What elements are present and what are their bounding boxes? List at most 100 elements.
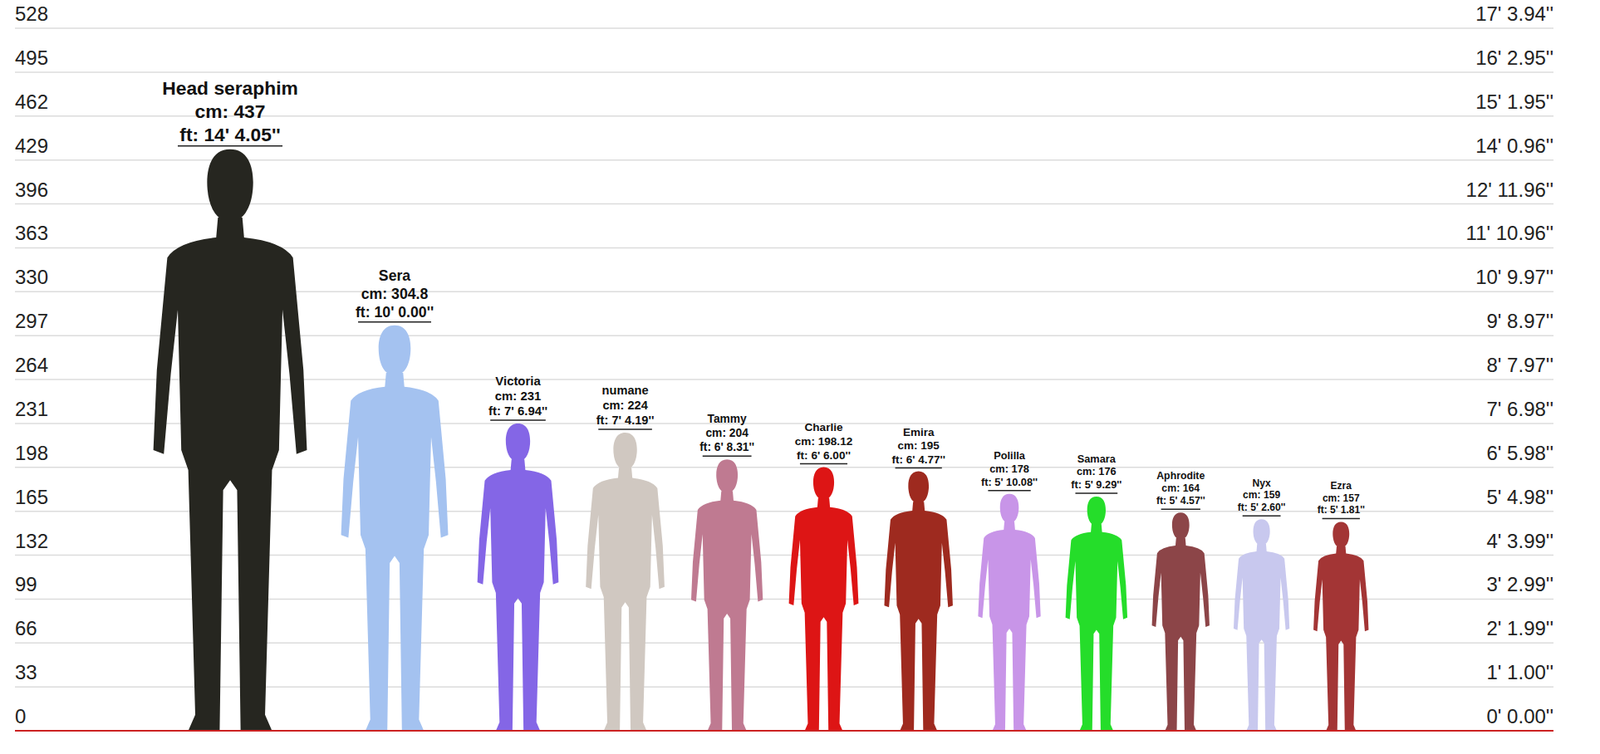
chart: 0 33 66 99 132 165 198 231 264 297 330 363 396 429 462… <box>0 0 1600 754</box>
figure <box>1233 519 1290 732</box>
grid <box>14 28 1554 732</box>
y-tick-label: 330 <box>14 265 49 289</box>
y2-tick-label: 11' 10.96'' <box>1466 221 1554 245</box>
height-marker <box>800 463 848 466</box>
figure-name: Charlie <box>804 421 844 434</box>
height-marker <box>1161 508 1201 511</box>
ft-label: ft: 5' 4.57'' <box>1156 495 1206 507</box>
y-tick-label: 495 <box>14 46 49 69</box>
axis-line <box>14 730 1554 732</box>
figure-name: Samara <box>1077 452 1117 466</box>
height-marker <box>177 145 283 148</box>
cm-label: cm: 157 <box>1322 492 1360 505</box>
y-tick-label: 429 <box>14 134 49 158</box>
ft-label: ft: 7' 6.94'' <box>488 404 548 418</box>
y2-tick-label: 6' 5.98'' <box>1487 441 1554 465</box>
figure <box>585 432 665 732</box>
y2-tick-label: 8' 7.97'' <box>1487 353 1554 377</box>
y2-tick-label: 3' 2.99'' <box>1487 573 1554 596</box>
ft-label: ft: 5' 10.08'' <box>981 476 1038 489</box>
figure <box>977 494 1041 732</box>
cm-label: cm: 224 <box>602 398 648 413</box>
height-marker <box>598 428 653 431</box>
y2-tick-label: 16' 2.95'' <box>1475 46 1554 69</box>
figure-name: Emira <box>903 426 935 439</box>
ft-label: ft: 6' 4.77'' <box>891 453 945 467</box>
y-tick-label: 0 <box>14 705 26 728</box>
height-marker <box>895 467 943 470</box>
ft-label: ft: 14' 4.05'' <box>179 123 280 146</box>
cm-label: cm: 159 <box>1242 489 1281 501</box>
figures <box>153 149 1370 732</box>
figure-name: Head seraphim <box>161 77 298 99</box>
y-tick-label: 363 <box>14 221 49 245</box>
cm-label: cm: 437 <box>195 100 266 123</box>
figure-name: Aphrodite <box>1156 470 1205 482</box>
figure <box>477 423 560 732</box>
grid-line <box>14 71 1554 74</box>
y2-tick-label: 14' 0.96'' <box>1475 134 1554 158</box>
y-tick-label: 264 <box>14 353 49 377</box>
ft-label: ft: 5' 2.60'' <box>1237 501 1286 514</box>
ft-label: ft: 6' 6.00'' <box>796 449 851 462</box>
cm-label: cm: 204 <box>705 426 749 440</box>
cm-label: cm: 198.12 <box>795 435 854 448</box>
y2-tick-label: 0' 0.00'' <box>1487 705 1554 728</box>
y-tick-label: 396 <box>14 178 49 202</box>
figure <box>789 467 859 732</box>
cm-label: cm: 195 <box>898 439 941 452</box>
height-marker <box>1242 515 1281 517</box>
figure <box>153 149 308 732</box>
y-tick-label: 297 <box>14 309 49 333</box>
figure-name: Polilla <box>993 449 1026 462</box>
ft-label: ft: 7' 4.19'' <box>596 413 655 427</box>
figure-name: Nyx <box>1252 477 1272 490</box>
y2-tick-label: 17' 3.94'' <box>1475 2 1554 25</box>
height-marker <box>702 455 752 457</box>
height-marker <box>1074 492 1118 495</box>
figure <box>341 325 449 732</box>
y2-tick-label: 12' 11.96'' <box>1466 178 1554 202</box>
figure-name: numane <box>602 383 649 398</box>
cm-label: cm: 176 <box>1076 465 1117 478</box>
figure <box>691 459 763 732</box>
cm-label: cm: 164 <box>1161 482 1200 495</box>
y-tick-label: 231 <box>14 397 49 421</box>
y-tick-label: 198 <box>14 441 49 465</box>
height-marker <box>490 419 546 422</box>
y-tick-label: 528 <box>14 2 49 25</box>
y2-tick-label: 7' 6.98'' <box>1487 397 1554 421</box>
y-tick-label: 33 <box>14 661 38 684</box>
cm-label: cm: 178 <box>989 462 1030 476</box>
ft-label: ft: 10' 0.00'' <box>355 304 434 321</box>
figure-name: Sera <box>378 267 412 285</box>
height-marker <box>987 490 1031 492</box>
figure <box>1313 521 1369 732</box>
y-tick-label: 99 <box>14 573 38 596</box>
figure <box>883 471 953 732</box>
figure-name: Ezra <box>1330 480 1353 492</box>
y-tick-label: 66 <box>14 617 38 640</box>
ft-label: ft: 5' 1.81'' <box>1317 504 1365 516</box>
height-marker <box>358 321 432 324</box>
height-marker <box>1322 518 1360 521</box>
figure <box>1065 496 1128 732</box>
y-tick-label: 462 <box>14 90 49 113</box>
y2-tick-label: 1' 1.00'' <box>1487 661 1554 684</box>
figure-name: Tammy <box>706 412 747 426</box>
ft-label: ft: 5' 9.29'' <box>1070 478 1122 491</box>
ft-label: ft: 6' 8.31'' <box>699 441 755 454</box>
figure <box>1152 512 1210 732</box>
y2-tick-label: 5' 4.98'' <box>1487 485 1554 509</box>
figure-name: Victoria <box>495 374 541 388</box>
y-tick-label: 132 <box>14 530 49 553</box>
grid-line <box>14 27 1554 30</box>
labels: Head seraphimcm: 437ft: 14' 4.05'' Sera cm… <box>161 77 1365 519</box>
cm-label: cm: 231 <box>495 389 541 403</box>
y-tick-label: 165 <box>14 485 49 509</box>
y2-tick-label: 9' 8.97'' <box>1487 309 1554 333</box>
grid-line <box>14 730 1554 732</box>
y2-tick-label: 10' 9.97'' <box>1475 265 1554 289</box>
y2-tick-label: 2' 1.99'' <box>1487 617 1554 640</box>
y2-tick-label: 15' 1.95'' <box>1475 90 1554 113</box>
